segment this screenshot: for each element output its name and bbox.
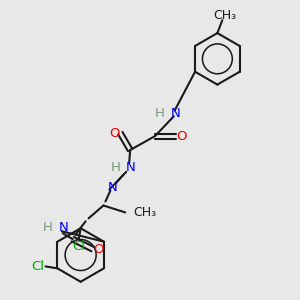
Text: H: H — [110, 161, 120, 174]
Text: N: N — [171, 107, 181, 120]
Text: H: H — [43, 221, 53, 234]
Text: H: H — [155, 107, 165, 120]
Text: N: N — [59, 221, 69, 234]
Text: O: O — [109, 127, 120, 140]
Text: O: O — [93, 243, 104, 256]
Text: N: N — [107, 181, 117, 194]
Text: CH₃: CH₃ — [133, 206, 156, 219]
Text: CH₃: CH₃ — [214, 9, 237, 22]
Text: N: N — [126, 161, 136, 174]
Text: Cl: Cl — [72, 240, 85, 253]
Text: Cl: Cl — [31, 260, 44, 273]
Text: O: O — [176, 130, 187, 142]
